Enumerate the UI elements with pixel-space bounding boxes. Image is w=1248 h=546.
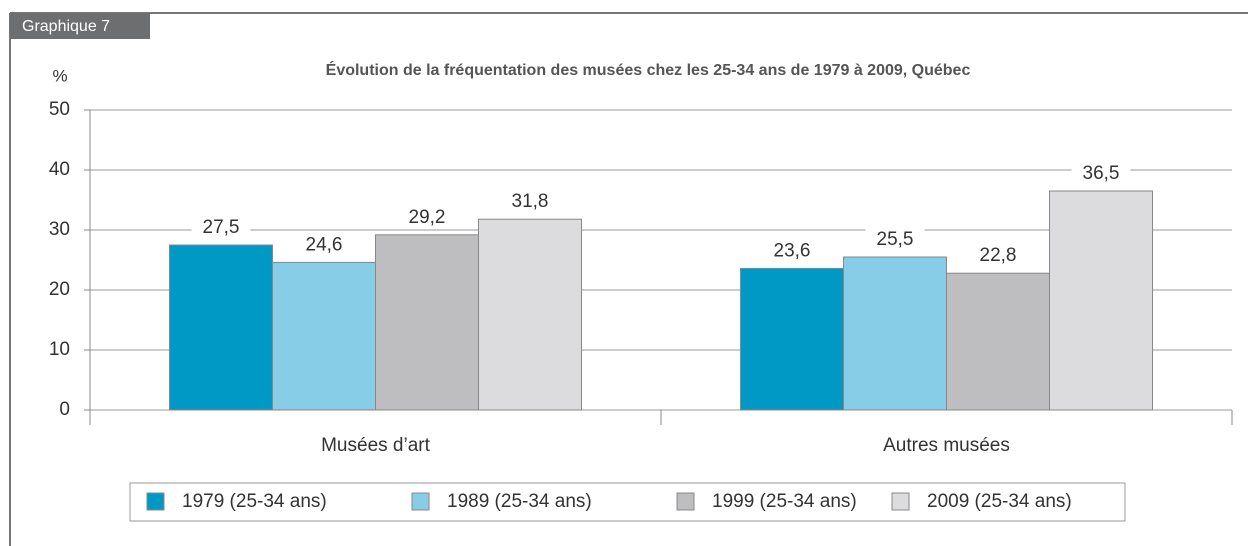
bar <box>375 234 479 411</box>
legend-box <box>129 482 1126 522</box>
legend-label: 1999 (25-34 ans) <box>712 491 857 512</box>
legend-swatch <box>146 492 165 511</box>
value-label: 27,5 <box>203 217 240 238</box>
value-label: 22,8 <box>980 245 1017 266</box>
value-label-bg <box>500 189 560 214</box>
value-label-bg <box>865 227 925 251</box>
bar <box>843 256 947 411</box>
value-label: 29,2 <box>409 207 446 228</box>
bar <box>1049 190 1153 411</box>
legend-swatch <box>411 492 430 511</box>
bar <box>478 218 582 411</box>
y-tick-label: 10 <box>49 339 70 360</box>
x-tick-label: Musées d’art <box>321 435 430 456</box>
bar <box>272 261 376 411</box>
figure-label: Graphique 7 <box>22 18 110 35</box>
x-tick-label: Autres musées <box>883 435 1010 456</box>
legend-label: 1989 (25-34 ans) <box>447 491 592 512</box>
y-tick-label: 20 <box>49 279 70 300</box>
value-label-bg <box>294 232 354 257</box>
legend-swatch <box>891 492 910 511</box>
value-label-bg <box>1071 161 1131 185</box>
value-label-bg <box>762 238 822 263</box>
chart-title: Évolution de la fréquentation des musées… <box>326 60 971 79</box>
legend-swatch <box>676 492 695 511</box>
value-label: 31,8 <box>512 191 549 212</box>
y-tick-label: 50 <box>49 99 70 120</box>
bar <box>169 244 273 411</box>
legend-label: 1979 (25-34 ans) <box>182 491 327 512</box>
value-label-bg <box>397 204 457 229</box>
value-label: 24,6 <box>306 234 343 255</box>
y-tick-label: 30 <box>49 219 70 240</box>
y-axis-label: % <box>52 66 67 85</box>
bar <box>946 272 1050 411</box>
value-label: 23,6 <box>774 240 811 261</box>
tab <box>10 13 150 39</box>
value-label: 36,5 <box>1083 163 1120 184</box>
value-label: 25,5 <box>877 229 914 250</box>
value-label-bg <box>191 215 251 239</box>
y-tick-label: 40 <box>49 159 70 180</box>
legend-label: 2009 (25-34 ans) <box>927 491 1072 512</box>
value-label-bg <box>968 243 1028 268</box>
bar <box>740 267 844 411</box>
y-tick-label: 0 <box>59 399 70 420</box>
